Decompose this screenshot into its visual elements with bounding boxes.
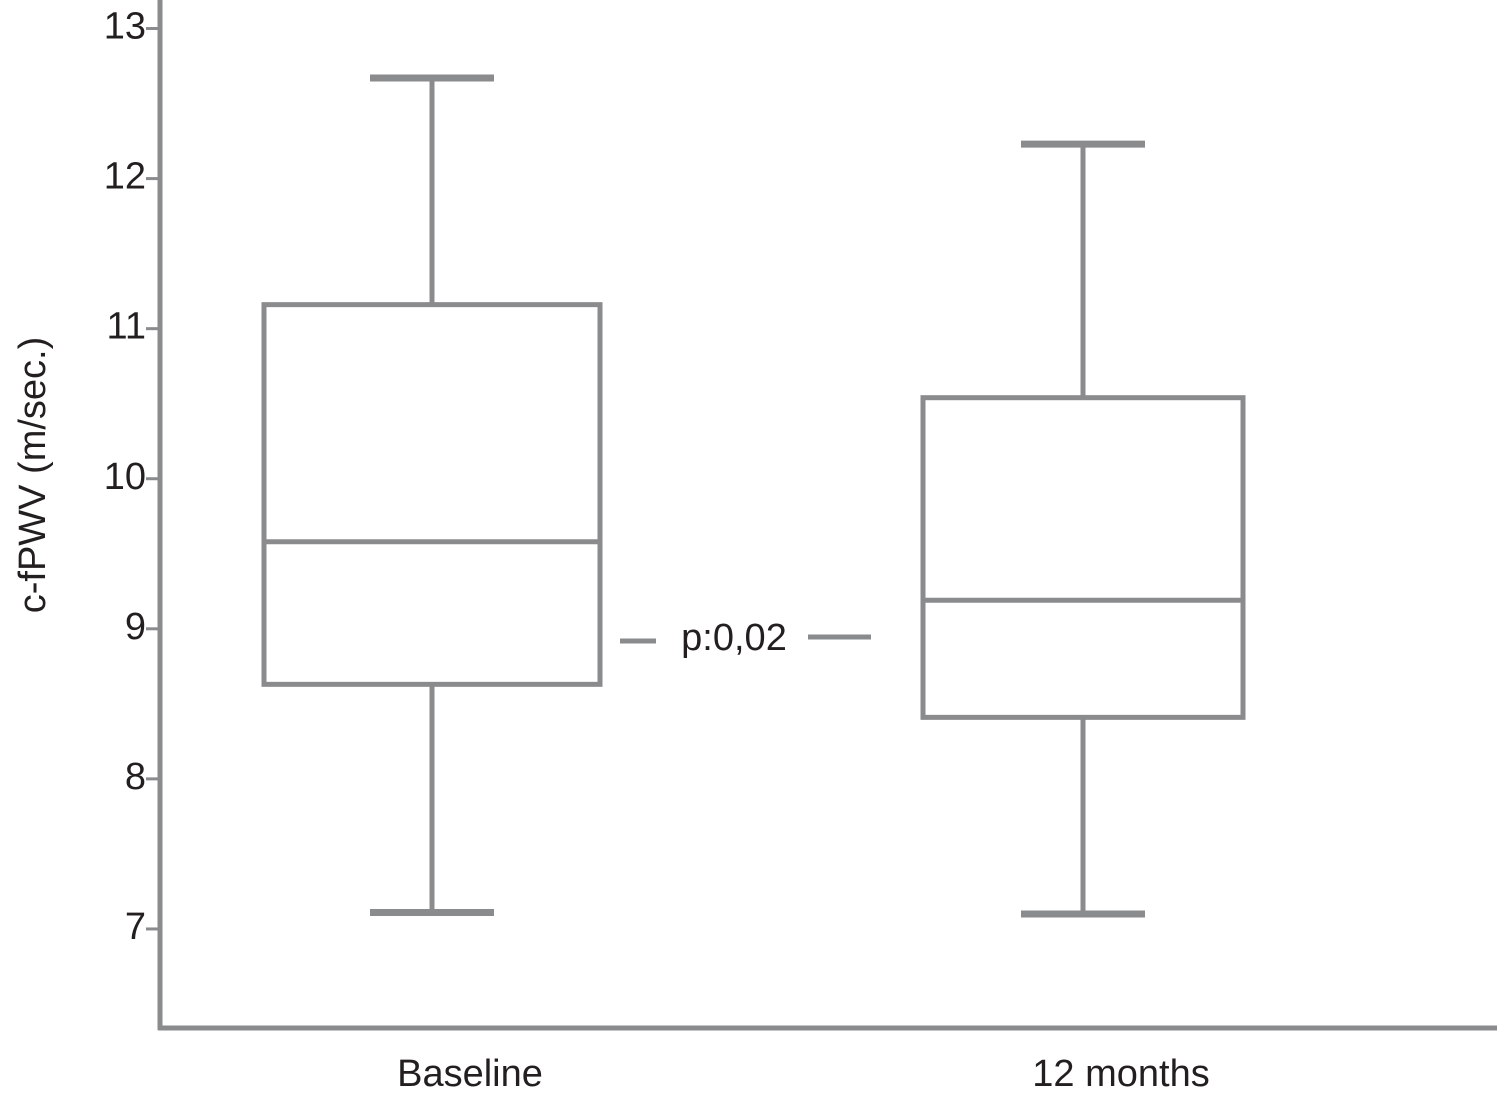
y-tick-label: 9: [125, 606, 146, 648]
y-tick-label: 7: [125, 906, 146, 948]
x-tick-label: 12 months: [1032, 1053, 1209, 1095]
y-tick-label: 13: [104, 6, 146, 48]
x-tick-label: Baseline: [397, 1053, 543, 1095]
y-tick-label: 10: [104, 456, 146, 498]
y-tick-label: 8: [125, 756, 146, 798]
box: [920, 395, 1246, 720]
y-tick-label: 12: [104, 156, 146, 198]
y-axis-label: c-fPWV (m/sec.): [12, 337, 54, 614]
y-tick-label: 11: [107, 306, 146, 348]
box: [261, 302, 603, 687]
annotation: p:0,02: [681, 617, 787, 659]
